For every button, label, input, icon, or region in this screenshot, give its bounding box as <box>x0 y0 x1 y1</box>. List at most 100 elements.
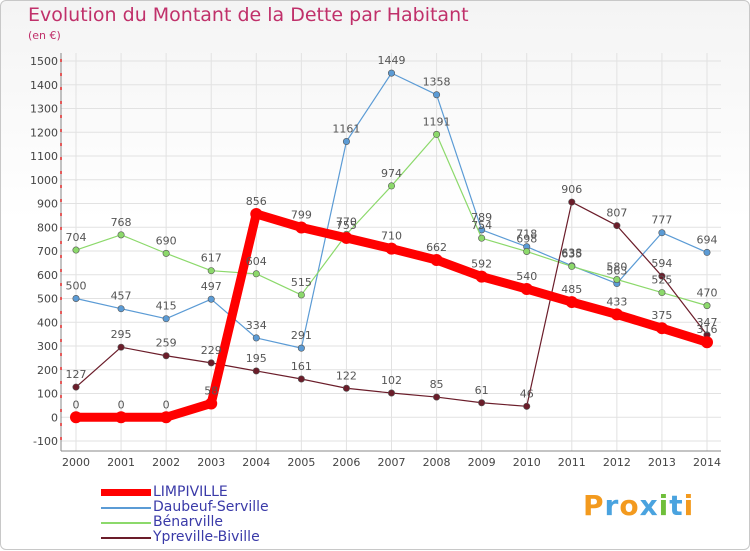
logo-letter: x <box>639 489 659 522</box>
chart-title: Evolution du Montant de la Dette par Hab… <box>28 4 469 26</box>
data-point <box>72 294 80 302</box>
data-label: 563 <box>606 265 627 278</box>
data-label: 856 <box>246 195 267 208</box>
data-point <box>703 248 711 256</box>
x-tick-label: 2010 <box>513 456 541 469</box>
data-label: 690 <box>156 234 177 247</box>
x-tick-label: 2008 <box>423 456 451 469</box>
data-label: 710 <box>381 230 402 243</box>
y-tick-label: 700 <box>37 245 58 258</box>
data-point <box>433 130 441 138</box>
y-tick-label: 0 <box>51 411 58 424</box>
legend-label: Ypreville-Biville <box>153 529 260 545</box>
data-label: 102 <box>381 374 402 387</box>
data-label: 1191 <box>423 115 451 128</box>
data-point <box>117 305 125 313</box>
data-label: 122 <box>336 369 357 382</box>
data-point <box>387 182 395 190</box>
data-label: 497 <box>201 280 222 293</box>
y-tick-label: 1000 <box>30 174 58 187</box>
data-point <box>520 283 533 295</box>
data-label: 718 <box>516 228 537 241</box>
data-label: 0 <box>73 398 80 411</box>
data-label: 375 <box>651 309 672 322</box>
data-label: 592 <box>471 258 492 271</box>
x-tick-label: 2006 <box>332 456 360 469</box>
data-label: 61 <box>475 384 489 397</box>
y-tick-label: 1300 <box>30 103 58 116</box>
data-point <box>252 334 260 342</box>
y-tick-label: 300 <box>37 340 58 353</box>
data-point <box>655 322 668 335</box>
legend-swatch <box>101 537 151 539</box>
y-tick-label: 400 <box>37 316 58 329</box>
data-label: 127 <box>66 368 87 381</box>
y-tick-label: 1200 <box>30 126 58 139</box>
logo-letter: t <box>669 489 684 522</box>
y-tick-label: 1100 <box>30 150 58 163</box>
logo-letter: P <box>583 489 605 522</box>
data-label: 594 <box>651 257 672 270</box>
data-point <box>523 247 531 255</box>
data-label: 515 <box>291 276 312 289</box>
data-label: 58 <box>204 384 218 397</box>
data-label: 334 <box>246 319 267 332</box>
data-point <box>433 393 441 401</box>
data-point <box>162 315 170 323</box>
data-label: 777 <box>651 214 672 227</box>
data-label: 0 <box>163 398 170 411</box>
data-point <box>252 367 260 375</box>
x-tick-label: 2007 <box>378 456 406 469</box>
data-point <box>115 411 128 424</box>
data-label: 347 <box>697 316 718 329</box>
data-point <box>701 336 713 349</box>
data-point <box>568 262 576 270</box>
data-point <box>565 296 578 309</box>
y-tick-label: 1400 <box>30 79 58 92</box>
y-tick-label: -100 <box>33 435 58 448</box>
data-point <box>342 384 350 392</box>
data-point <box>160 411 173 424</box>
data-label: 1449 <box>378 54 406 67</box>
data-label: 754 <box>471 219 492 232</box>
data-point <box>205 397 218 410</box>
legend-swatch <box>101 507 151 509</box>
data-label: 694 <box>697 233 718 246</box>
legend-label: Bénarville <box>153 514 223 530</box>
data-label: 0 <box>118 398 125 411</box>
x-tick-label: 2013 <box>648 456 676 469</box>
data-point <box>658 272 666 280</box>
y-tick-label: 100 <box>37 388 58 401</box>
data-point <box>70 411 82 424</box>
data-label: 974 <box>381 167 402 180</box>
data-label: 295 <box>111 328 132 341</box>
data-label: 500 <box>66 280 87 293</box>
x-tick-label: 2002 <box>152 456 180 469</box>
data-point <box>523 402 531 410</box>
data-point <box>342 138 350 146</box>
data-point <box>207 295 215 303</box>
data-point <box>252 270 260 278</box>
legend-swatch <box>101 489 151 496</box>
data-point <box>162 352 170 360</box>
data-point <box>433 91 441 99</box>
data-label: 807 <box>606 207 627 220</box>
data-point <box>613 222 621 230</box>
data-point <box>478 399 486 407</box>
data-label: 457 <box>111 290 132 303</box>
data-label: 46 <box>520 387 534 400</box>
data-point <box>297 291 305 299</box>
data-point <box>117 343 125 351</box>
data-label: 799 <box>291 208 312 221</box>
x-tick-label: 2011 <box>558 456 586 469</box>
data-point <box>207 359 215 367</box>
data-point <box>162 249 170 257</box>
data-label: 770 <box>336 215 357 228</box>
data-point <box>568 198 576 206</box>
y-tick-label: 200 <box>37 364 58 377</box>
data-label: 580 <box>606 261 627 274</box>
data-label: 259 <box>156 337 177 350</box>
data-label: 85 <box>430 378 444 391</box>
